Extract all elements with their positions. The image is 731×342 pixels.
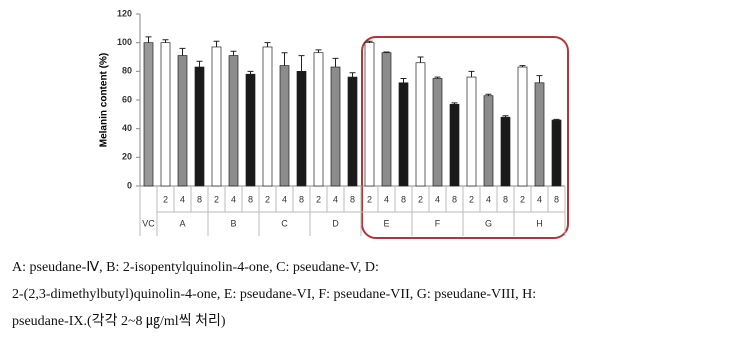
group-label: D (332, 218, 339, 228)
error-bar (264, 42, 271, 47)
dose-label: 4 (180, 194, 185, 204)
bar (466, 76, 477, 187)
bar (143, 42, 154, 187)
error-bar (366, 40, 373, 43)
dose-label: 4 (282, 194, 287, 204)
bar (245, 73, 256, 187)
bar (398, 82, 409, 187)
bar (194, 66, 205, 187)
dose-label: 4 (435, 194, 440, 204)
y-tick-label: 0 (127, 180, 132, 190)
dose-label: 8 (452, 194, 457, 204)
dose-label: 4 (384, 194, 389, 204)
error-bar (349, 72, 356, 78)
error-bar (468, 70, 475, 78)
error-bar (519, 65, 526, 68)
dose-label: 4 (486, 194, 491, 204)
dose-label: 4 (231, 194, 236, 204)
error-bar (298, 55, 305, 72)
bar (347, 76, 358, 187)
error-bar (451, 102, 458, 105)
error-bar (281, 52, 288, 66)
dose-label: 2 (520, 194, 525, 204)
bar (262, 46, 273, 187)
y-axis-label: Melanin content (%) (99, 53, 110, 147)
caption-line: pseudane-IX.(각각 2~8 ㎍/ml씩 처리) (12, 313, 226, 329)
bar (517, 66, 528, 187)
error-bar (400, 78, 407, 83)
error-bar (434, 76, 441, 79)
dose-label: 8 (503, 194, 508, 204)
error-bar (196, 60, 203, 68)
group-label: A (179, 218, 185, 228)
y-tick-label: 120 (117, 8, 132, 18)
bar (449, 103, 460, 187)
error-bar (247, 70, 254, 75)
bar (228, 55, 239, 187)
dose-label: 4 (537, 194, 542, 204)
error-bar (417, 56, 424, 63)
dose-label: 4 (333, 194, 338, 204)
bar (415, 62, 426, 187)
dose-label: 8 (554, 194, 559, 204)
bar (211, 46, 222, 187)
caption-line: A: pseudane-Ⅳ, B: 2-isopentylquinolin-4-… (12, 260, 379, 275)
y-tick-label: 20 (122, 152, 132, 162)
dose-label: 8 (248, 194, 253, 204)
bar (534, 82, 545, 187)
dose-label: 2 (265, 194, 270, 204)
dose-label: 2 (214, 194, 219, 204)
bar (296, 70, 307, 187)
y-tick-label: 60 (122, 94, 132, 104)
error-bar (536, 75, 543, 83)
error-bar (179, 47, 186, 56)
group-label: C (281, 218, 288, 228)
error-bar (213, 40, 220, 47)
bar (279, 65, 290, 187)
error-bar (230, 50, 237, 56)
bar (313, 52, 324, 187)
bar (160, 42, 171, 187)
group-label: F (435, 218, 441, 228)
error-bar (145, 36, 152, 43)
category-label: VC (142, 218, 155, 228)
dose-label: 2 (418, 194, 423, 204)
y-tick-label: 80 (122, 66, 132, 76)
y-tick-label: 40 (122, 123, 132, 133)
error-bar (485, 93, 492, 96)
dose-label: 8 (350, 194, 355, 204)
error-bar (332, 57, 339, 68)
bar (483, 95, 494, 187)
bar (500, 116, 511, 187)
dose-label: 2 (163, 194, 168, 204)
bar (364, 42, 375, 187)
error-bar (383, 51, 390, 53)
error-bar (162, 39, 169, 43)
bar (381, 52, 392, 187)
dose-label: 8 (401, 194, 406, 204)
error-bar (502, 115, 509, 118)
y-tick-label: 100 (117, 37, 132, 47)
error-bar (315, 49, 322, 53)
caption-line: 2-(2,3-dimethylbutyl)quinolin-4-one, E: … (12, 287, 536, 302)
error-bar (553, 118, 560, 121)
bar (330, 66, 341, 187)
dose-label: 8 (197, 194, 202, 204)
bar (432, 78, 443, 187)
bar (551, 119, 562, 187)
dose-label: 2 (469, 194, 474, 204)
group-label: G (485, 218, 492, 228)
highlight-box (361, 36, 569, 239)
bar (177, 55, 188, 187)
dose-label: 8 (299, 194, 304, 204)
group-label: H (536, 218, 543, 228)
group-label: B (230, 218, 236, 228)
dose-label: 2 (316, 194, 321, 204)
group-label: E (383, 218, 389, 228)
dose-label: 2 (367, 194, 372, 204)
